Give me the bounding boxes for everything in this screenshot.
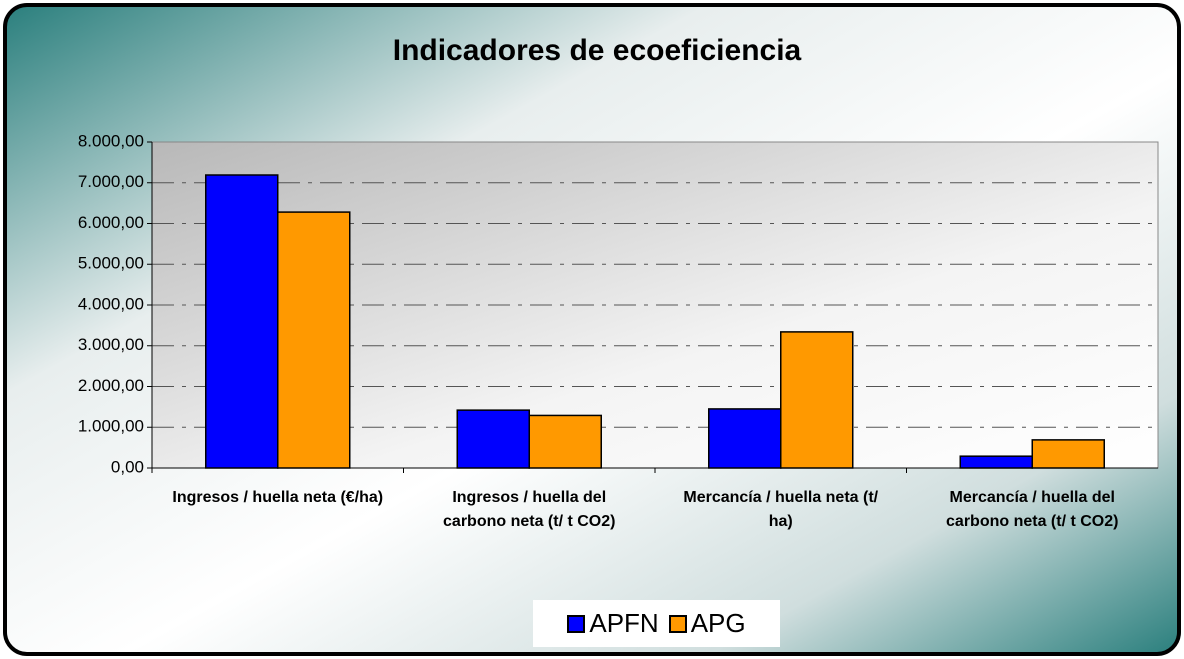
y-tick-label: 5.000,00 bbox=[78, 254, 144, 273]
x-tick-label: Mercancía / huella neta (t/ ha) bbox=[683, 489, 879, 530]
legend-swatch bbox=[668, 614, 687, 633]
legend: APFN APG bbox=[533, 600, 780, 647]
y-tick-label: 2.000,00 bbox=[78, 376, 144, 395]
legend-label: APG bbox=[690, 608, 746, 638]
legend-item: APFN bbox=[567, 608, 659, 639]
y-tick-label: 4.000,00 bbox=[78, 294, 144, 313]
legend-swatch bbox=[567, 614, 586, 633]
x-tick-label: Ingresos / huella del carbono neta (t/ t… bbox=[443, 489, 616, 530]
bar bbox=[959, 455, 1033, 469]
legend-item: APG bbox=[668, 608, 746, 639]
x-tick-label: Ingresos / huella neta (€/ha) bbox=[172, 489, 384, 506]
bar bbox=[205, 174, 279, 469]
y-tick-label: 0,00 bbox=[111, 457, 144, 476]
y-tick-label: 1.000,00 bbox=[78, 417, 144, 436]
bar bbox=[456, 409, 530, 469]
bar bbox=[780, 331, 854, 469]
y-tick-label: 6.000,00 bbox=[78, 213, 144, 232]
y-tick-label: 7.000,00 bbox=[78, 172, 144, 191]
bar bbox=[708, 408, 782, 469]
bar bbox=[277, 211, 351, 469]
x-tick-label: Mercancía / huella del carbono neta (t/ … bbox=[946, 489, 1119, 530]
legend-label: APFN bbox=[589, 608, 659, 638]
y-tick-label: 3.000,00 bbox=[78, 335, 144, 354]
bar bbox=[528, 414, 602, 469]
bar bbox=[1031, 439, 1105, 469]
y-tick-label: 8.000,00 bbox=[78, 131, 144, 150]
chart-title: Indicadores de ecoeficiencia bbox=[393, 34, 802, 67]
